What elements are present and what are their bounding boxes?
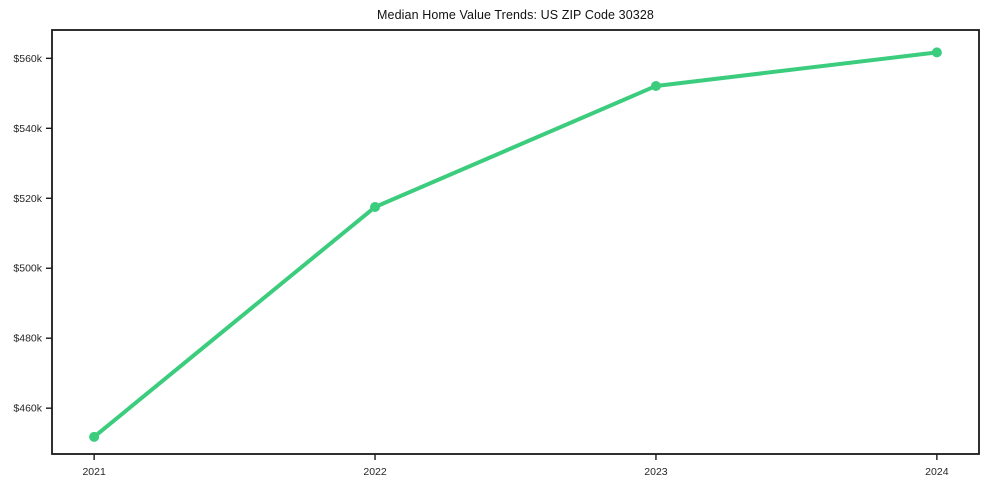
x-tick-label: 2021 (82, 466, 106, 478)
data-point-marker (89, 431, 100, 442)
data-point-marker (931, 47, 942, 58)
data-point-marker (370, 202, 381, 213)
y-tick-label: $520k (13, 193, 42, 205)
chart-title: Median Home Value Trends: US ZIP Code 30… (377, 8, 654, 22)
series-line (92, 50, 939, 439)
x-tick-label: 2023 (644, 466, 668, 478)
y-tick-label: $480k (13, 333, 42, 345)
plot-frame (51, 29, 980, 455)
x-tick-label: 2022 (363, 466, 387, 478)
data-point-marker (650, 80, 661, 91)
y-tick-label: $540k (13, 123, 42, 135)
y-tick-label: $460k (13, 403, 42, 415)
y-tick-label: $500k (13, 263, 42, 275)
x-tick-label: 2024 (925, 466, 949, 478)
y-tick-label: $560k (13, 53, 42, 65)
